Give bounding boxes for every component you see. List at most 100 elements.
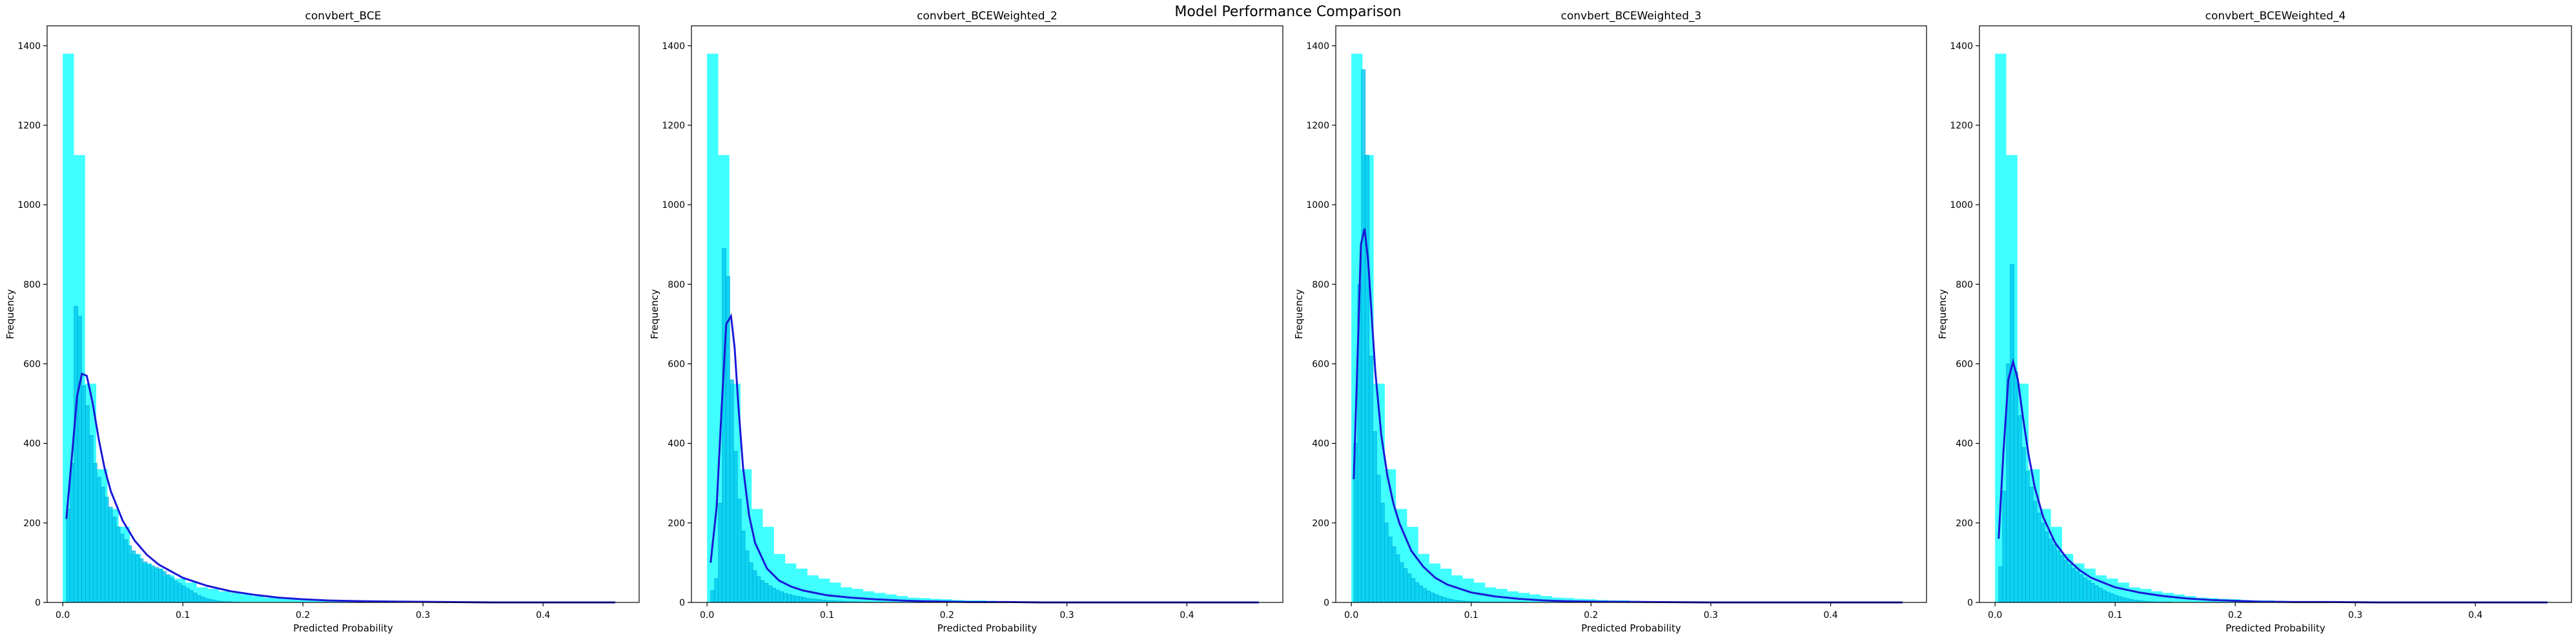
hist-bar: [764, 583, 769, 603]
subplot-3: 0.0 0.1 0.2 0.3 0.4 0 200 400 600 800 1000 1200 1400…: [1293, 10, 1927, 634]
axes-frame: [1335, 25, 1927, 603]
hist-bar: [192, 592, 198, 603]
hist-bar: [1430, 592, 1435, 603]
hist-bar: [2036, 513, 2041, 603]
hist-bar: [143, 561, 148, 603]
y-tick-label: 1200: [1306, 121, 1329, 131]
y-tick-label: 1400: [1950, 41, 1973, 52]
hist-bar: [791, 595, 795, 603]
hist-bar: [748, 562, 753, 603]
hist-bar: [139, 558, 144, 603]
hist-bar: [127, 545, 132, 603]
hist-bar: [181, 585, 186, 603]
hist-bar: [112, 517, 117, 603]
hist-bar: [178, 583, 182, 603]
hist-bar: [74, 305, 78, 603]
hist-bar: [101, 487, 105, 603]
hist-bar: [1998, 566, 2003, 603]
hist-bar: [1529, 594, 1541, 602]
hist-bar: [208, 589, 220, 602]
hist-bar: [874, 593, 886, 602]
hist-bar: [1407, 573, 1412, 603]
hist-bar: [760, 580, 765, 603]
hist-bar: [2121, 597, 2126, 603]
hist-bar: [2063, 560, 2069, 603]
hist-bar: [1361, 69, 1365, 603]
x-tick-label: 0.2: [1584, 610, 1598, 621]
hist-bar: [185, 588, 190, 603]
subplot-title: convbert_BCEWeighted_4: [2205, 10, 2346, 23]
x-tick-label: 0.3: [1704, 610, 1718, 621]
hist-bar: [2067, 564, 2072, 603]
hist-bar: [1473, 582, 1486, 602]
hist-bar: [817, 599, 823, 603]
y-tick-label: 1000: [662, 200, 685, 210]
hist-bar: [147, 564, 152, 603]
axes-frame: [46, 25, 640, 603]
hist-bar: [2075, 571, 2080, 603]
hist-bar: [741, 530, 746, 603]
hist-bar: [752, 570, 757, 603]
kde-line: [1998, 358, 2548, 604]
hist-bar: [1563, 598, 1575, 602]
histogram-2: [1998, 264, 2172, 603]
hist-bar: [2098, 588, 2103, 603]
kde-line: [1353, 228, 1903, 604]
hist-bar: [1399, 562, 1404, 603]
hist-bar: [1442, 597, 1446, 603]
hist-bar: [196, 595, 201, 603]
y-tick-label: 600: [668, 359, 685, 369]
y-tick-label: 1000: [1306, 200, 1329, 210]
y-tick-label: 200: [1956, 518, 1973, 529]
x-tick-label: 0.4: [1180, 610, 1194, 621]
subplot-2: 0.0 0.1 0.2 0.3 0.4 0 200 400 600 800 1000 1200 1400…: [649, 10, 1283, 634]
y-axis-label: Frequency: [1937, 289, 1948, 340]
y-tick-label: 200: [23, 518, 41, 529]
hist-bar: [733, 451, 738, 603]
hist-bar: [123, 539, 128, 603]
y-tick-label: 1000: [1950, 200, 1973, 210]
y-tick-label: 0: [35, 598, 41, 608]
hist-bar: [818, 579, 830, 602]
x-tick-label: 0.0: [56, 610, 70, 621]
x-tick-label: 0.1: [2108, 610, 2122, 621]
hist-bar: [1418, 585, 1424, 603]
y-tick-label: 800: [23, 280, 41, 290]
hist-bar: [2083, 577, 2087, 603]
hist-bar: [795, 595, 799, 603]
hist-bar: [744, 550, 750, 603]
y-tick-label: 600: [23, 359, 41, 369]
hist-bar: [286, 599, 298, 602]
x-tick-label: 0.4: [2468, 610, 2482, 621]
hist-bar: [1426, 590, 1431, 603]
hist-bar: [150, 566, 155, 603]
hist-bar: [174, 580, 178, 603]
subplot-title: convbert_BCEWeighted_3: [1561, 10, 1702, 23]
y-tick-label: 400: [23, 439, 41, 449]
hist-bar: [863, 591, 875, 602]
hist-bar: [2025, 471, 2030, 603]
hist-bar: [1434, 594, 1438, 603]
y-tick-label: 1200: [17, 121, 41, 131]
hist-bar: [2029, 487, 2034, 603]
y-tick-label: 600: [1312, 359, 1329, 369]
hist-bar: [70, 463, 74, 603]
hist-bar: [320, 600, 331, 602]
subplot-title: convbert_BCEWeighted_2: [917, 10, 1058, 23]
figure-suptitle: Model Performance Comparison: [1174, 4, 1401, 20]
hist-bar: [2021, 447, 2026, 603]
hist-bar: [2125, 598, 2130, 603]
hist-bar: [252, 596, 264, 602]
hist-bar: [85, 405, 90, 603]
hist-bar: [108, 506, 113, 603]
hist-bar: [81, 385, 86, 603]
hist-bar: [2033, 500, 2038, 603]
hist-bar: [2129, 599, 2134, 603]
hist-bar: [806, 598, 811, 603]
hist-bar: [768, 585, 773, 603]
y-tick-label: 800: [1956, 280, 1973, 290]
hist-bar: [162, 571, 167, 603]
hist-bar: [241, 594, 253, 602]
hist-bar: [2094, 585, 2099, 603]
hist-bar: [2140, 589, 2152, 602]
